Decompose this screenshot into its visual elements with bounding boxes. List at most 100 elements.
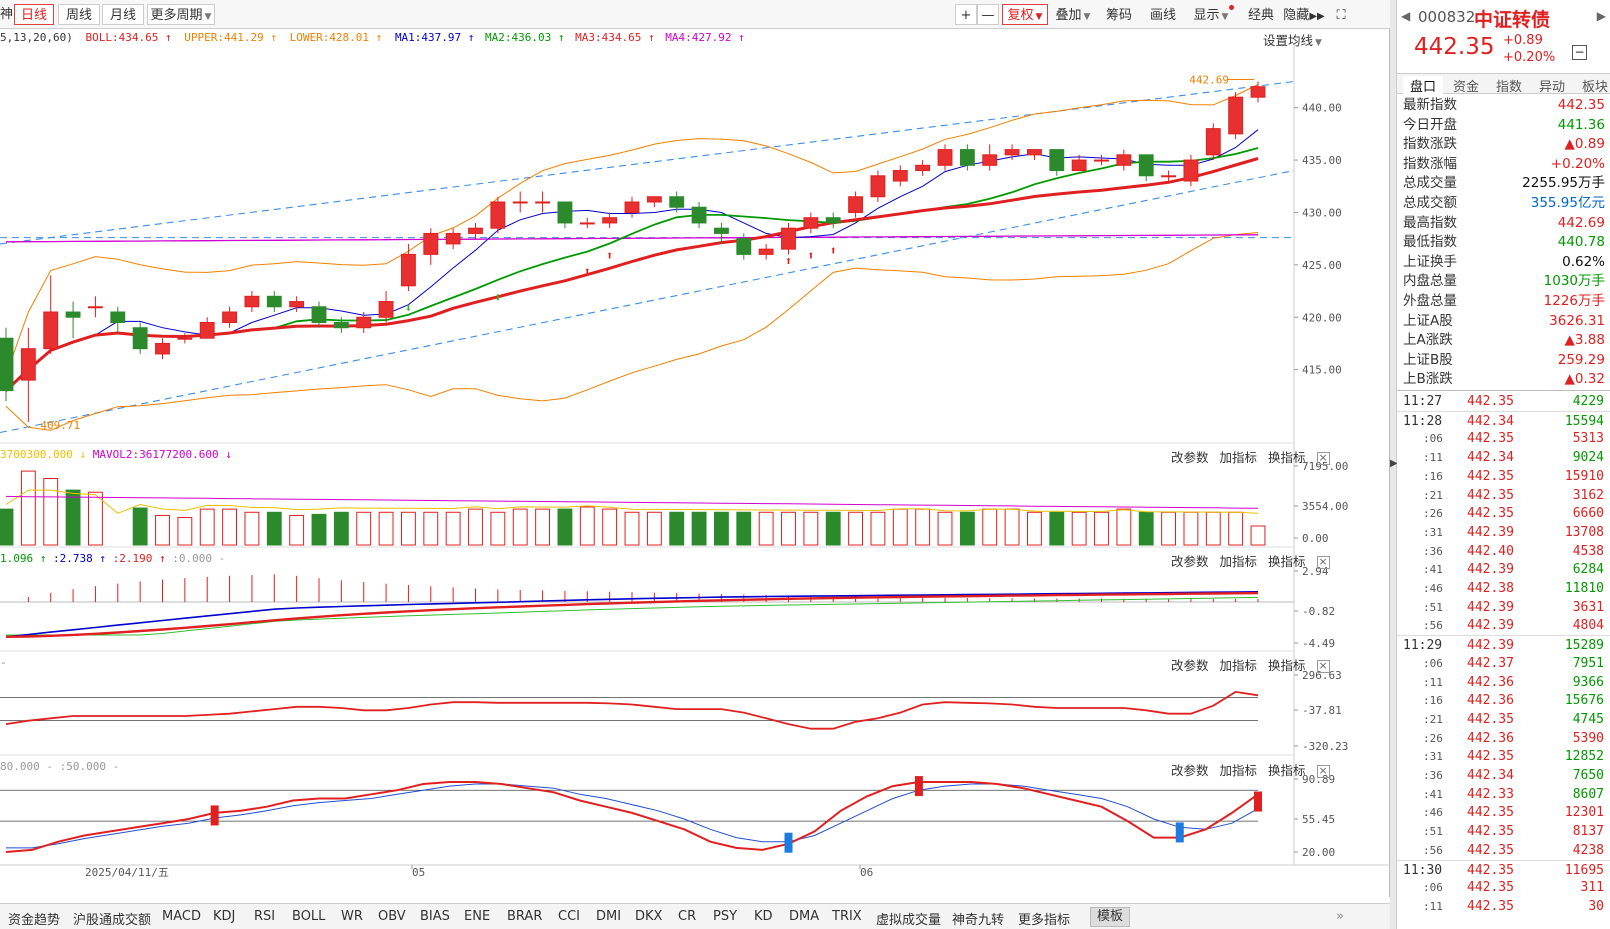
trendline-lower [0,170,1295,434]
close-icon[interactable]: × [1316,659,1330,673]
indicator-tab[interactable]: BIAS [420,909,450,924]
yincang-button[interactable]: 隐藏▶▶ [1282,4,1326,25]
close-icon[interactable]: × [1316,555,1330,569]
tick-time: :16 [1423,469,1443,483]
chouma-button[interactable]: 筹码 [1105,8,1132,23]
zoom-out-button[interactable]: — [977,4,999,25]
quote-tab[interactable]: 盘口 [1403,76,1443,95]
candle-body [87,306,103,309]
indicator-tab[interactable]: 模板 [1090,907,1131,927]
zoom-in-button[interactable]: + [955,4,977,25]
add-indicator-button[interactable]: 加指标 [1219,658,1258,673]
add-indicator-button[interactable]: 加指标 [1219,554,1258,569]
chart-area[interactable]: 440.00 435.00 430.00 425.00 420.00 415.00 ⬇ ⬇ ⬆ ⬆… [0,29,1390,897]
change-param-button[interactable]: 改参数 [1171,554,1209,569]
add-indicator-button[interactable]: 加指标 [1219,450,1258,465]
tick-row: :46 442.35 12301 [1397,803,1610,822]
quote-tab[interactable]: 指数 [1495,80,1522,95]
tick-time: :06 [1423,881,1443,895]
indicator-tab[interactable]: KD [754,909,773,924]
y-tick-label: 90.89 [1302,773,1335,786]
indicator-tab[interactable]: 更多指标 [1018,913,1071,928]
close-icon[interactable]: × [1316,451,1330,465]
indicator-tab[interactable]: BOLL [292,909,326,924]
switch-indicator-button[interactable]: 换指标 [1268,554,1306,569]
volume-bar [669,511,685,546]
quote-tab[interactable]: 资金 [1452,80,1479,95]
indicator-tab[interactable]: 沪股通成交额 [73,913,152,928]
more-tabs-icon[interactable]: » [1336,909,1344,924]
candle-body [177,337,193,340]
change-param-button[interactable]: 改参数 [1171,450,1209,465]
switch-indicator-button[interactable]: 换指标 [1268,658,1306,673]
indicator-tab[interactable]: DKX [635,909,663,924]
jingdian-button[interactable]: 经典 [1247,8,1274,23]
volume-bar [870,511,886,546]
tab-weekly[interactable]: 周线 [58,4,100,25]
tick-volume: 7650 [1572,768,1604,783]
candle-body [378,301,394,318]
change-param-button[interactable]: 改参数 [1171,658,1209,673]
switch-indicator-button[interactable]: 换指标 [1268,763,1306,778]
tick-price: 442.39 [1467,562,1514,578]
indicator-tab[interactable]: RSI [254,909,276,924]
candle-body [959,149,975,166]
quote-tab[interactable]: 异动 [1538,80,1565,95]
volume-bar [199,508,215,546]
fullscreen-icon[interactable]: ⛶ [1336,8,1346,23]
quote-tab[interactable]: 板块 [1581,80,1608,95]
kdj-d-line [6,783,1259,849]
tick-time: :41 [1423,563,1443,577]
volume-bar [177,517,193,546]
indicator-tab[interactable]: WR [341,909,363,924]
candle-body [356,316,372,329]
tick-time: :51 [1423,600,1443,614]
diejia-dropdown[interactable]: 叠加 ▼ [1050,4,1096,25]
collapse-arrow-icon[interactable]: ▶ [1390,458,1398,469]
indicator-tab[interactable]: MACD [162,909,201,924]
legend-lower: LOWER:428.01 ↑ [289,31,383,44]
signal-arrow: ⬇ [405,301,412,315]
tab-daily[interactable]: 日线 [14,4,54,25]
indicator-tab[interactable]: ENE [464,909,491,924]
fuquan-dropdown[interactable]: 复权 ▼ [1002,4,1048,25]
tab-monthly[interactable]: 月线 [102,4,144,25]
prev-stock-icon[interactable]: ◀ [1401,9,1411,23]
xianshi-dropdown[interactable]: 显示 ▼ [1188,4,1240,25]
legend-ma4: MA4:427.92 ↑ [665,31,745,44]
indicator-tab[interactable]: OBV [378,909,406,924]
add-indicator-button[interactable]: 加指标 [1219,763,1258,778]
indicator-tab[interactable]: KDJ [213,909,236,924]
close-icon[interactable]: × [1316,764,1330,778]
panel-splitter[interactable]: ▶ [1390,0,1398,929]
x-tick-label: 2025/04/11/五 [85,866,169,879]
quote-label: 总成交量 [1403,175,1457,192]
tick-volume: 311 [1580,880,1604,896]
next-stock-icon[interactable]: ▶ [1596,9,1606,23]
candle-body [624,201,640,213]
quote-value: 3626.31 [1549,312,1605,329]
indicator-tab[interactable]: BRAR [507,909,543,924]
minus-icon[interactable]: − [1572,45,1587,60]
switch-indicator-button[interactable]: 换指标 [1268,450,1306,465]
indicator-tab[interactable]: 虚拟成交量 [876,913,942,928]
huaxian-button[interactable]: 画线 [1149,8,1176,23]
tick-price: 442.36 [1467,693,1514,709]
change-param-button[interactable]: 改参数 [1171,763,1209,778]
indicator-tab[interactable]: CR [678,909,697,924]
tick-volume: 12301 [1564,805,1604,821]
indicator-tab[interactable]: 神奇九转 [952,913,1005,928]
indicator-tab[interactable]: DMA [789,909,820,924]
indicator-tab[interactable]: PSY [713,909,738,924]
quote-row: 外盘总量 1226万手 [1403,291,1607,311]
indicator-tab[interactable]: DMI [596,909,622,924]
indicator-tab[interactable]: CCI [558,909,580,924]
quote-label: 上B涨跌 [1403,371,1453,388]
ma-settings-button[interactable]: 设置均线 ▼ [1263,30,1322,49]
tick-time: :11 [1423,451,1443,465]
tab-more-periods[interactable]: 更多周期 ▼ [147,4,215,25]
indicator-tab[interactable]: TRIX [832,909,862,924]
tick-time: :26 [1423,507,1443,521]
kline-chart[interactable]: 440.00 435.00 430.00 425.00 420.00 415.00 ⬇ ⬇ ⬆ ⬆… [0,29,1390,897]
indicator-tab[interactable]: 资金趋势 [8,913,61,928]
